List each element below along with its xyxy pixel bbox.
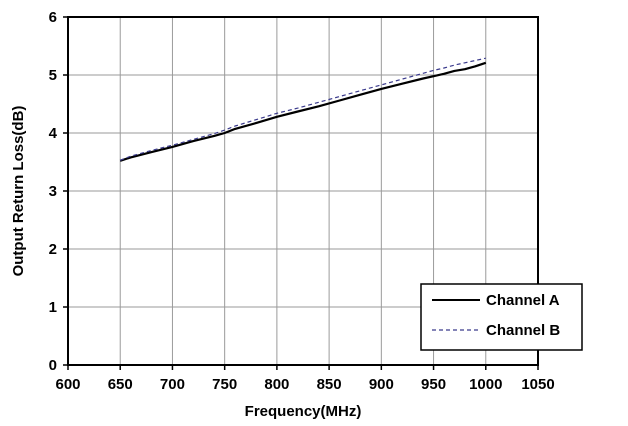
y-tick-label: 1 [49, 299, 57, 316]
x-tick-label: 850 [317, 376, 342, 393]
series-line-channel-b [119, 57, 486, 161]
grid [68, 17, 538, 365]
x-axis-label: Frequency(MHz) [245, 403, 362, 420]
x-tick-label: 1050 [521, 376, 554, 393]
y-tick-label: 6 [49, 9, 57, 26]
legend: Channel A Channel B [420, 283, 583, 351]
x-tick-label: 800 [264, 376, 289, 393]
x-tick-label: 650 [108, 376, 133, 393]
y-tick-label: 2 [49, 241, 57, 258]
x-tick-label: 600 [55, 376, 80, 393]
x-tick-labels: 600 650 700 750 800 850 900 950 1000 1050 [55, 365, 555, 393]
y-tick-label: 5 [49, 67, 57, 84]
series [119, 57, 487, 162]
y-tick-label: 0 [49, 357, 57, 374]
x-tick-label: 1000 [469, 376, 502, 393]
x-tick-label: 750 [212, 376, 237, 393]
x-tick-label: 900 [369, 376, 394, 393]
x-tick-label: 950 [421, 376, 446, 393]
series-line-channel-a [119, 61, 487, 162]
y-axis-label: Output Return Loss(dB) [10, 106, 27, 277]
y-tick-label: 3 [49, 183, 57, 200]
y-tick-labels: 0 1 2 3 4 5 6 [49, 9, 68, 374]
y-tick-label: 4 [49, 125, 58, 142]
legend-label-channel-b: Channel B [486, 322, 560, 339]
legend-label-channel-a: Channel A [486, 292, 560, 309]
x-tick-label: 700 [160, 376, 185, 393]
legend-box [420, 283, 583, 351]
